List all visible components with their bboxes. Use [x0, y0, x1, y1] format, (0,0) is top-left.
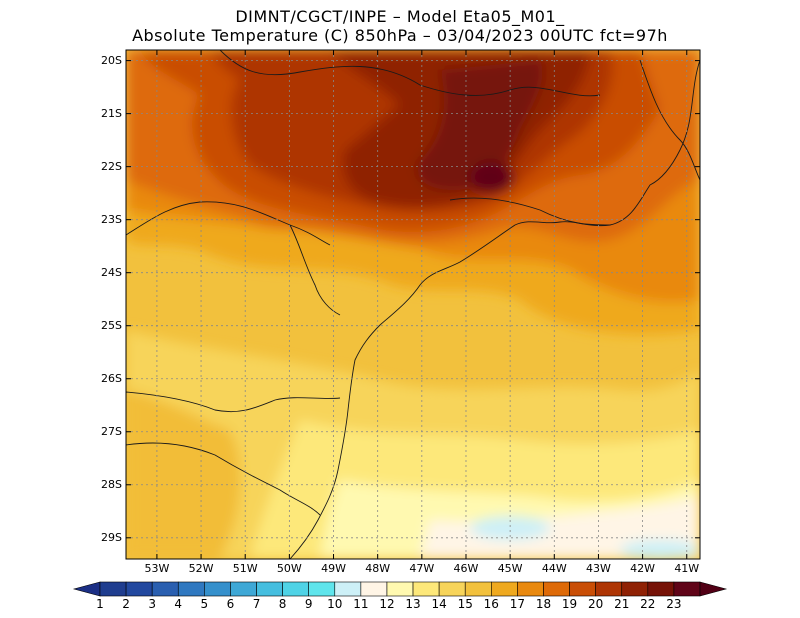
- border-sp-pr: [126, 201, 331, 246]
- field-inland-warm: [126, 390, 241, 559]
- colorbar-swatch: [621, 581, 649, 597]
- colorbar-swatch: [543, 581, 570, 597]
- colorbar-label: 21: [614, 597, 630, 611]
- colorbar-label: 3: [148, 597, 156, 611]
- lon-label: 49W: [321, 562, 346, 575]
- lon-label: 44W: [541, 562, 567, 575]
- colorbar-label: 1: [96, 597, 104, 611]
- lon-label: 41W: [674, 562, 700, 575]
- colorbar-label: 22: [640, 597, 656, 611]
- borders: [126, 50, 700, 559]
- map-title-line2: Absolute Temperature (C) 850hPa – 03/04/…: [132, 26, 668, 45]
- colorbar-label: 4: [174, 597, 183, 611]
- lat-label: 26S: [101, 371, 122, 385]
- colorbar-label: 6: [226, 597, 235, 611]
- temperature-field: [126, 50, 700, 559]
- lon-label: 45W: [497, 562, 523, 575]
- colorbar-swatch: [308, 581, 336, 597]
- colorbar-label: 14: [431, 597, 447, 611]
- colorbar-swatch: [204, 581, 231, 597]
- lat-label: 28S: [101, 477, 122, 491]
- border-sp-rj: [449, 197, 611, 226]
- colorbar: [72, 581, 728, 597]
- colorbar-swatch: [438, 581, 466, 597]
- colorbar-label: 9: [304, 597, 313, 611]
- colorbar-label: 17: [509, 597, 526, 611]
- colorbar-label: 8: [278, 597, 287, 611]
- colorbar-swatch: [282, 581, 309, 597]
- colorbar-swatch: [595, 581, 623, 597]
- field-level-10-b: [620, 540, 700, 559]
- colorbar-label: 11: [353, 597, 369, 611]
- lat-label: 24S: [101, 265, 122, 279]
- colorbar-label: 15: [457, 597, 473, 611]
- border-sp-mg: [219, 50, 601, 97]
- lat-label: 22S: [101, 159, 122, 173]
- lon-label: 47W: [409, 562, 435, 575]
- colorbar-label: 5: [200, 597, 209, 611]
- colorbar-label: 7: [252, 597, 261, 611]
- lon-label: 46W: [453, 562, 479, 575]
- colorbar-swatch: [230, 581, 257, 597]
- lat-label: 20S: [101, 53, 122, 67]
- colorbar-label: 12: [379, 597, 395, 611]
- field-level-23: [470, 162, 514, 194]
- colorbar-swatch: [386, 581, 414, 597]
- map-frame: [125, 49, 701, 560]
- colorbar-label: 20: [588, 597, 604, 611]
- colorbar-swatch: [647, 581, 675, 597]
- colorbar-swatch: [151, 581, 179, 597]
- colorbar-swatch: [517, 581, 544, 597]
- colorbar-label: 23: [666, 597, 682, 611]
- colorbar-swatch: [491, 581, 518, 597]
- lat-label: 25S: [101, 318, 122, 332]
- lon-label: 42W: [630, 562, 656, 575]
- lon-label: 53W: [144, 562, 170, 575]
- border-pr-ms: [289, 224, 341, 316]
- colorbar-label: 2: [122, 597, 130, 611]
- colorbar-under-arrow: [72, 581, 101, 597]
- border-pr-sc: [126, 391, 341, 413]
- graticule: [126, 50, 700, 559]
- colorbar-label: 18: [535, 597, 552, 611]
- map-title-line1: DIMNT/CGCT/INPE – Model Eta05_M01_: [235, 7, 565, 26]
- border-mg-es: [639, 59, 700, 181]
- axis-ticks: [126, 50, 700, 559]
- field-level-10-a: [470, 516, 550, 540]
- border-sc-rs: [126, 442, 321, 516]
- lon-label: 52W: [188, 562, 214, 575]
- colorbar-swatch: [673, 581, 701, 597]
- colorbar-swatch: [464, 581, 492, 597]
- lon-label: 48W: [365, 562, 391, 575]
- lon-label: 51W: [232, 562, 258, 575]
- coastline: [289, 59, 700, 559]
- colorbar-label: 13: [405, 597, 421, 611]
- colorbar-swatch: [569, 581, 596, 597]
- lat-label: 21S: [101, 106, 122, 120]
- lat-label: 29S: [101, 530, 122, 544]
- colorbar-label: 19: [561, 597, 578, 611]
- colorbar-swatch: [412, 581, 440, 597]
- lon-label: 50W: [276, 562, 302, 575]
- colorbar-swatch: [256, 581, 283, 597]
- lat-label: 27S: [101, 424, 122, 438]
- colorbar-label: 16: [483, 597, 499, 611]
- lon-label: 43W: [586, 562, 611, 575]
- colorbar-over-arrow: [699, 581, 728, 597]
- field-level-11: [420, 495, 700, 559]
- colorbar-swatch: [99, 581, 127, 597]
- colorbar-label: 10: [327, 597, 343, 611]
- colorbar-swatch: [177, 581, 205, 597]
- colorbar-swatch: [360, 581, 388, 597]
- colorbar-swatch: [334, 581, 362, 597]
- lat-label: 23S: [101, 212, 122, 226]
- colorbar-swatch: [125, 581, 153, 597]
